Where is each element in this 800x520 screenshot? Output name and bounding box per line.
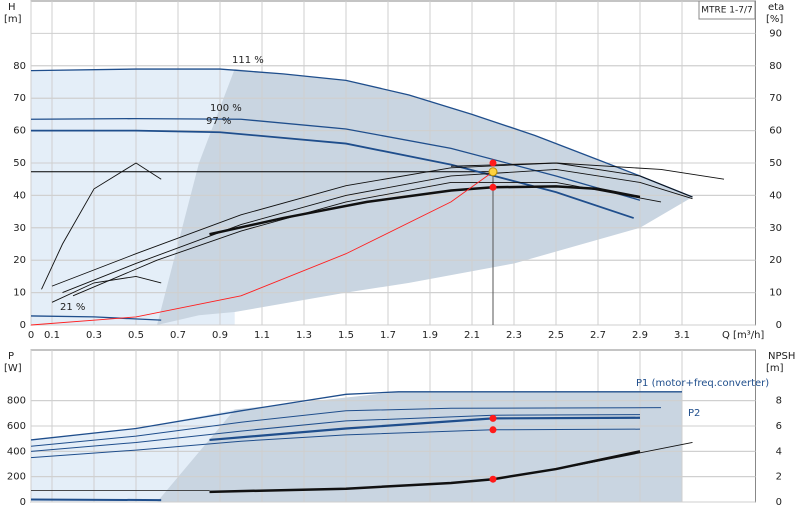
y2-axis-unit: [m] — [766, 363, 784, 374]
x-tick-label: 0.7 — [170, 330, 186, 341]
curve — [51, 162, 693, 287]
curve — [30, 68, 693, 198]
x-tick-label: 1.1 — [254, 330, 270, 341]
x-tick-label: 0 — [28, 330, 34, 341]
y2-tick-label: 10 — [769, 288, 782, 299]
y-axis-unit: [m] — [4, 14, 22, 25]
y2-tick-label: 2 — [776, 472, 782, 483]
y-tick-label: 60 — [13, 126, 26, 137]
x-tick-label: 2.5 — [548, 330, 564, 341]
curve — [30, 428, 641, 459]
y2-tick-label: 80 — [769, 61, 782, 72]
operating-area — [157, 69, 693, 325]
y2-axis-label: eta — [768, 2, 784, 13]
y2-tick-label: 0 — [776, 497, 782, 508]
operating-point — [489, 414, 497, 422]
x-tick-label: 2.1 — [464, 330, 480, 341]
y2-tick-label: 30 — [769, 223, 782, 234]
y-tick-label: 10 — [13, 288, 26, 299]
curve — [62, 169, 693, 294]
y2-tick-label: 70 — [769, 93, 782, 104]
y2-tick-label: 60 — [769, 126, 782, 137]
x-tick-label: 0.5 — [128, 330, 144, 341]
operating-area — [157, 391, 682, 502]
x-tick-label: 3.1 — [674, 330, 690, 341]
x-tick-label: 1.7 — [380, 330, 396, 341]
y-tick-label: 80 — [13, 61, 26, 72]
y-tick-label: 20 — [13, 255, 26, 266]
y2-axis-unit: [%] — [766, 14, 783, 25]
curve — [72, 181, 662, 297]
y-tick-label: 0 — [20, 497, 26, 508]
x-axis-label: Q [m³/h] — [722, 330, 764, 341]
y-axis-label: H — [8, 2, 16, 13]
y2-tick-label: 4 — [776, 446, 782, 457]
y-tick-label: 70 — [13, 93, 26, 104]
y-tick-label: 800 — [7, 396, 26, 407]
curve — [450, 162, 725, 180]
curve-label: 97 % — [206, 116, 231, 127]
annotation: P1 (motor+freq.converter) — [636, 378, 769, 389]
curve — [51, 275, 162, 303]
curve — [30, 391, 682, 441]
y2-tick-label: 90 — [769, 28, 782, 39]
y-tick-label: 50 — [13, 158, 26, 169]
y-axis-unit: [W] — [4, 363, 22, 374]
curve — [30, 117, 641, 201]
y-tick-label: 400 — [7, 446, 26, 457]
curve-label: 21 % — [60, 302, 85, 313]
operating-point — [489, 475, 497, 483]
x-tick-label: 0.3 — [86, 330, 102, 341]
duty-point — [488, 167, 498, 177]
x-tick-label: 0.9 — [212, 330, 228, 341]
x-tick-label: 2.3 — [506, 330, 522, 341]
curve — [30, 171, 494, 326]
y-axis-label: P — [8, 351, 14, 362]
y-tick-label: 40 — [13, 190, 26, 201]
y2-axis-label: NPSH — [768, 351, 795, 362]
curve — [30, 498, 162, 502]
y2-tick-label: 0 — [776, 320, 782, 331]
y-tick-label: 0 — [20, 320, 26, 331]
curve-label: 100 % — [210, 103, 242, 114]
legend-box — [698, 0, 756, 20]
curve — [41, 162, 162, 290]
operating-point — [489, 183, 497, 191]
legend-text: MTRE 1-7/7 — [701, 6, 753, 16]
x-tick-label: 1.9 — [422, 330, 438, 341]
curve — [30, 315, 162, 321]
y-tick-label: 200 — [7, 472, 26, 483]
y2-tick-label: 40 — [769, 190, 782, 201]
curve — [30, 414, 641, 452]
operating-point — [489, 426, 497, 434]
x-tick-label: 2.7 — [590, 330, 606, 341]
curve — [30, 407, 662, 447]
x-tick-label: 0.1 — [44, 330, 60, 341]
y2-tick-label: 20 — [769, 255, 782, 266]
x-tick-label: 2.9 — [632, 330, 648, 341]
x-tick-label: 1.5 — [338, 330, 354, 341]
curve — [209, 416, 641, 442]
operating-point — [489, 159, 497, 167]
x-tick-label: 1.3 — [296, 330, 312, 341]
curve — [31, 129, 634, 219]
annotation: P2 — [688, 408, 700, 419]
y-tick-label: 600 — [7, 421, 26, 432]
y-tick-label: 30 — [13, 223, 26, 234]
y2-tick-label: 8 — [776, 396, 782, 407]
curve-label: 111 % — [232, 55, 264, 66]
curve — [492, 442, 693, 480]
y2-tick-label: 6 — [776, 421, 782, 432]
y2-tick-label: 50 — [769, 158, 782, 169]
